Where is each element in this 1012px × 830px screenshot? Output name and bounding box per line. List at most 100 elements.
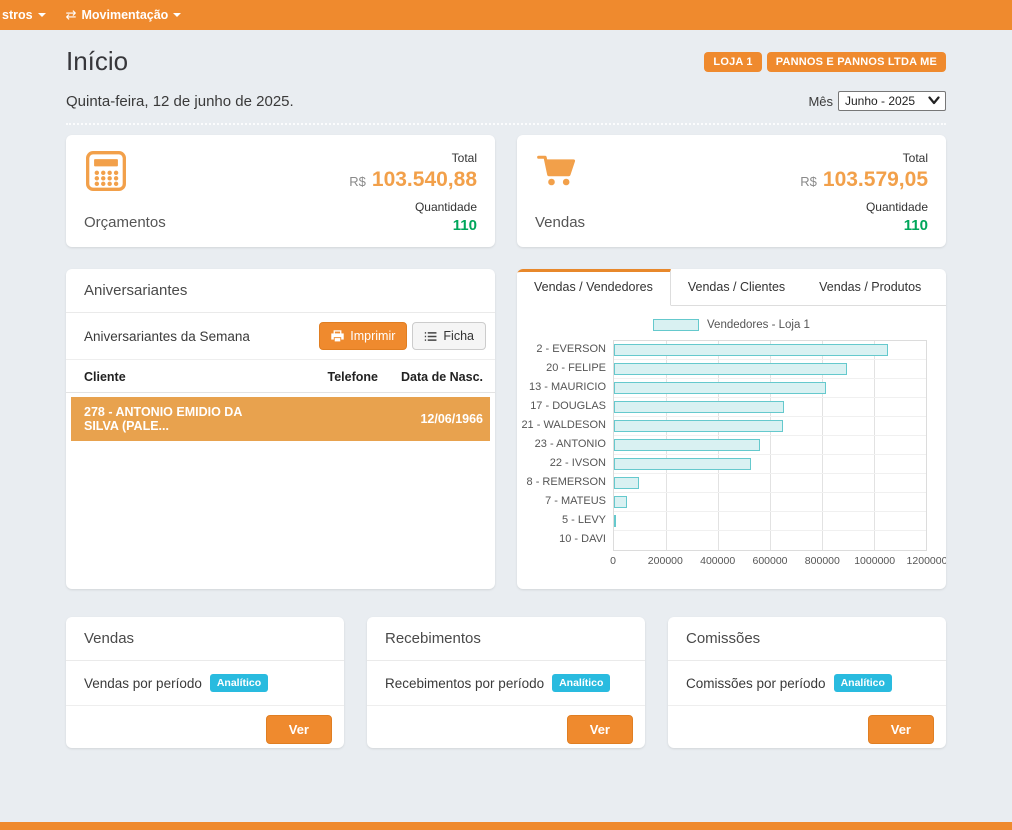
chart-bar[interactable] bbox=[614, 344, 888, 356]
card-body: Recebimentos por período Analítico bbox=[367, 661, 645, 706]
chart-bar-row bbox=[614, 455, 926, 474]
nav-item-cadastros[interactable]: stros bbox=[0, 0, 56, 30]
vendas-card: Vendas Total R$ 103.579,05 Quantidade 110 bbox=[517, 135, 946, 247]
currency-symbol: R$ bbox=[349, 174, 366, 189]
chart-bar[interactable] bbox=[614, 477, 639, 489]
chart-bar-row bbox=[614, 493, 926, 512]
imprimir-label: Imprimir bbox=[350, 329, 395, 343]
x-tick-label: 1200000 bbox=[907, 555, 946, 567]
period-label: Vendas por período bbox=[84, 676, 202, 691]
analitico-badge: Analítico bbox=[552, 674, 610, 692]
card-title: Aniversariantes bbox=[66, 269, 495, 313]
chart-category-label: 5 - LEVY bbox=[517, 511, 613, 530]
total-label: Total bbox=[349, 151, 477, 165]
card-body: Comissões por período Analítico bbox=[668, 661, 946, 706]
ficha-label: Ficha bbox=[443, 329, 474, 343]
legend-swatch bbox=[653, 319, 699, 331]
imprimir-button[interactable]: Imprimir bbox=[319, 322, 407, 350]
ver-button[interactable]: Ver bbox=[567, 715, 633, 744]
stat-label: Vendas bbox=[535, 214, 585, 233]
ver-button[interactable]: Ver bbox=[266, 715, 332, 744]
chart-category-label: 8 - REMERSON bbox=[517, 473, 613, 492]
column-data-nasc: Data de Nasc. bbox=[378, 370, 483, 384]
aniversariantes-card: Aniversariantes Aniversariantes da Seman… bbox=[66, 269, 495, 589]
x-tick-label: 1000000 bbox=[854, 555, 895, 567]
column-cliente: Cliente bbox=[84, 370, 273, 384]
quantity-value: 110 bbox=[800, 217, 928, 234]
store-badges: LOJA 1 PANNOS E PANNOS LTDA ME bbox=[704, 52, 946, 72]
chart-legend: Vendedores - Loja 1 bbox=[517, 319, 946, 331]
page-title: Início bbox=[66, 46, 128, 77]
chart-bar-row bbox=[614, 398, 926, 417]
chart-category-label: 2 - EVERSON bbox=[517, 340, 613, 359]
tab-vendas-produtos[interactable]: Vendas / Produtos bbox=[802, 269, 938, 306]
x-tick-label: 800000 bbox=[805, 555, 840, 567]
nav-item-movimentacao[interactable]: ⇄ Movimentação bbox=[56, 0, 192, 30]
chart-bar-row bbox=[614, 474, 926, 493]
chart-category-label: 13 - MAURICIO bbox=[517, 378, 613, 397]
total-label: Total bbox=[800, 151, 928, 165]
chart-bar-row bbox=[614, 531, 926, 550]
ficha-button[interactable]: Ficha bbox=[412, 322, 486, 350]
period-label: Recebimentos por período bbox=[385, 676, 544, 691]
quantity-label: Quantidade bbox=[800, 200, 928, 214]
birthdays-table-header: Cliente Telefone Data de Nasc. bbox=[66, 360, 495, 393]
chevron-down-icon bbox=[38, 13, 46, 17]
chart-bar-row bbox=[614, 379, 926, 398]
tab-vendas-clientes[interactable]: Vendas / Clientes bbox=[671, 269, 802, 306]
cell-data-nasc: 12/06/1966 bbox=[378, 412, 483, 426]
total-amount: 103.579,05 bbox=[823, 168, 928, 191]
chart-bar[interactable] bbox=[614, 382, 826, 394]
chart-category-label: 7 - MATEUS bbox=[517, 492, 613, 511]
ver-button[interactable]: Ver bbox=[868, 715, 934, 744]
x-tick-label: 0 bbox=[610, 555, 616, 567]
birthday-row[interactable]: 278 - ANTONIO EMIDIO DA SILVA (PALE...12… bbox=[71, 397, 490, 441]
card-footer: Ver bbox=[367, 706, 645, 748]
period-label: Comissões por período bbox=[686, 676, 826, 691]
quantity-label: Quantidade bbox=[349, 200, 477, 214]
x-tick-label: 600000 bbox=[752, 555, 787, 567]
analitico-badge: Analítico bbox=[210, 674, 268, 692]
chart-bar-row bbox=[614, 512, 926, 531]
x-tick-label: 200000 bbox=[648, 555, 683, 567]
month-select[interactable]: Junho - 2025 bbox=[838, 91, 946, 111]
tab-vendas-vendedores[interactable]: Vendas / Vendedores bbox=[517, 269, 671, 306]
total-amount: 103.540,88 bbox=[372, 168, 477, 191]
chart-bar[interactable] bbox=[614, 420, 783, 432]
chart-bar[interactable] bbox=[614, 401, 784, 413]
chart-category-label: 17 - DOUGLAS bbox=[517, 397, 613, 416]
chart-category-label: 23 - ANTONIO bbox=[517, 435, 613, 454]
chart-bar[interactable] bbox=[614, 515, 616, 527]
store-badge[interactable]: LOJA 1 bbox=[704, 52, 761, 72]
vendedores-bar-chart: 2 - EVERSON20 - FELIPE13 - MAURICIO17 - … bbox=[517, 340, 946, 551]
card-title: Comissões bbox=[668, 617, 946, 661]
chart-bar-row bbox=[614, 341, 926, 360]
chart-bar[interactable] bbox=[614, 496, 627, 508]
quantity-value: 110 bbox=[349, 217, 477, 234]
vendas-summary-card: Vendas Vendas por período Analítico Ver bbox=[66, 617, 344, 748]
chart-category-label: 20 - FELIPE bbox=[517, 359, 613, 378]
analitico-badge: Analítico bbox=[834, 674, 892, 692]
recebimentos-summary-card: RecebimentosRecebimentos por períodoAnal… bbox=[367, 617, 645, 748]
chart-bar[interactable] bbox=[614, 363, 847, 375]
shopping-cart-icon bbox=[535, 149, 579, 193]
company-badge[interactable]: PANNOS E PANNOS LTDA ME bbox=[767, 52, 946, 72]
tabbar-spacer bbox=[938, 269, 946, 305]
sales-tabbar: Vendas / VendedoresVendas / ClientesVend… bbox=[517, 269, 946, 306]
chart-bar-row bbox=[614, 417, 926, 436]
chart-bar-row bbox=[614, 436, 926, 455]
card-title: Vendas bbox=[66, 617, 344, 661]
card-footer: Ver bbox=[66, 706, 344, 748]
comiss-es-summary-card: Comissões Comissões por período Analítico V… bbox=[668, 617, 946, 748]
nav-item-label: Movimentação bbox=[81, 8, 168, 22]
chart-bar[interactable] bbox=[614, 439, 760, 451]
column-telefone: Telefone bbox=[273, 370, 378, 384]
chart-bar[interactable] bbox=[614, 458, 751, 470]
swap-arrows-icon: ⇄ bbox=[66, 7, 77, 23]
currency-symbol: R$ bbox=[800, 174, 817, 189]
orcamentos-card: Orçamentos Total R$103.540,88 Quantidade… bbox=[66, 135, 495, 247]
printer-icon bbox=[331, 330, 344, 343]
chart-category-label: 10 - DAVI bbox=[517, 530, 613, 549]
chart-category-label: 21 - WALDESON bbox=[517, 416, 613, 435]
chevron-down-icon bbox=[173, 13, 181, 17]
